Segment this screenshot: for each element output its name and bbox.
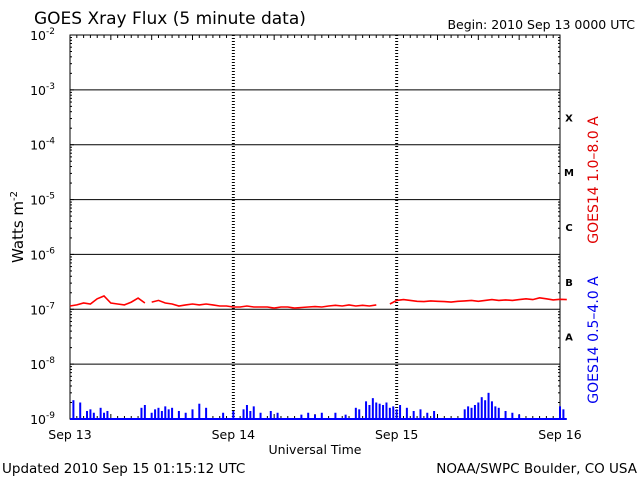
y-tick-label: 10-4: [30, 137, 55, 153]
flare-class-label: C: [565, 223, 572, 234]
flare-class-label: M: [564, 168, 574, 179]
legend-short-channel: GOES14 0.5–4.0 A: [586, 276, 602, 404]
y-tick-label: 10-7: [30, 301, 55, 317]
y-tick-base: 10: [30, 28, 46, 43]
y-tick-label: 10-6: [30, 246, 55, 262]
y-tick-base: 10: [30, 302, 46, 317]
y-tick-exp: -6: [46, 246, 55, 256]
y-tick-label: 10-5: [30, 192, 55, 208]
series-plot: [69, 295, 567, 420]
y-tick-exp: -8: [46, 356, 55, 366]
y-tick-base: 10: [30, 138, 46, 153]
credit-label: NOAA/SWPC Boulder, CO USA: [436, 461, 638, 477]
y-tick-exp: -5: [46, 192, 55, 202]
long-channel-line: [389, 296, 567, 305]
plot-frame: [69, 34, 561, 420]
y-axis-ticks: 10-210-310-410-510-610-710-810-9: [30, 27, 560, 427]
y-tick-base: 10: [30, 357, 46, 372]
y-tick-base: 10: [30, 412, 46, 427]
x-tick-label: Sep 16: [538, 427, 581, 442]
x-axis-ticks: Sep 13 Sep 14 Sep 15 Sep 16: [48, 35, 582, 442]
x-tick-label: Sep 15: [375, 427, 418, 442]
y-axis-label-exponent: -2: [9, 191, 20, 201]
y-tick-exp: -4: [46, 137, 55, 147]
y-tick-exp: -9: [46, 411, 55, 421]
y-tick-exp: -3: [46, 82, 55, 92]
flare-class-label: A: [565, 333, 573, 344]
x-axis-label: Universal Time: [269, 442, 362, 457]
y-tick-exp: -2: [46, 27, 55, 37]
y-axis-label-text: Watts m: [9, 201, 27, 263]
y-tick-label: 10-8: [30, 356, 55, 372]
flare-class-label: X: [565, 113, 573, 124]
legend-long-channel: GOES14 1.0–8.0 A: [586, 116, 602, 244]
long-channel-line: [69, 295, 146, 307]
x-tick-label: Sep 14: [212, 427, 255, 442]
x-tick-label: Sep 13: [48, 427, 91, 442]
flare-class-labels: X M C B A: [564, 113, 574, 343]
y-tick-exp: -7: [46, 301, 55, 311]
y-tick-label: 10-3: [30, 82, 55, 98]
updated-label: Updated 2010 Sep 15 01:15:12 UTC: [2, 461, 245, 477]
begin-label: Begin: 2010 Sep 13 0000 UTC: [447, 17, 635, 32]
chart-title: GOES Xray Flux (5 minute data): [34, 9, 306, 29]
y-tick-label: 10-9: [30, 411, 55, 427]
long-channel-line: [151, 299, 377, 309]
y-tick-base: 10: [30, 193, 46, 208]
y-axis-label: Watts m-2: [9, 191, 27, 263]
y-tick-label: 10-2: [30, 27, 55, 43]
grid: [70, 35, 560, 419]
y-tick-base: 10: [30, 247, 46, 262]
y-tick-base: 10: [30, 83, 46, 98]
flare-class-label: B: [565, 278, 573, 289]
